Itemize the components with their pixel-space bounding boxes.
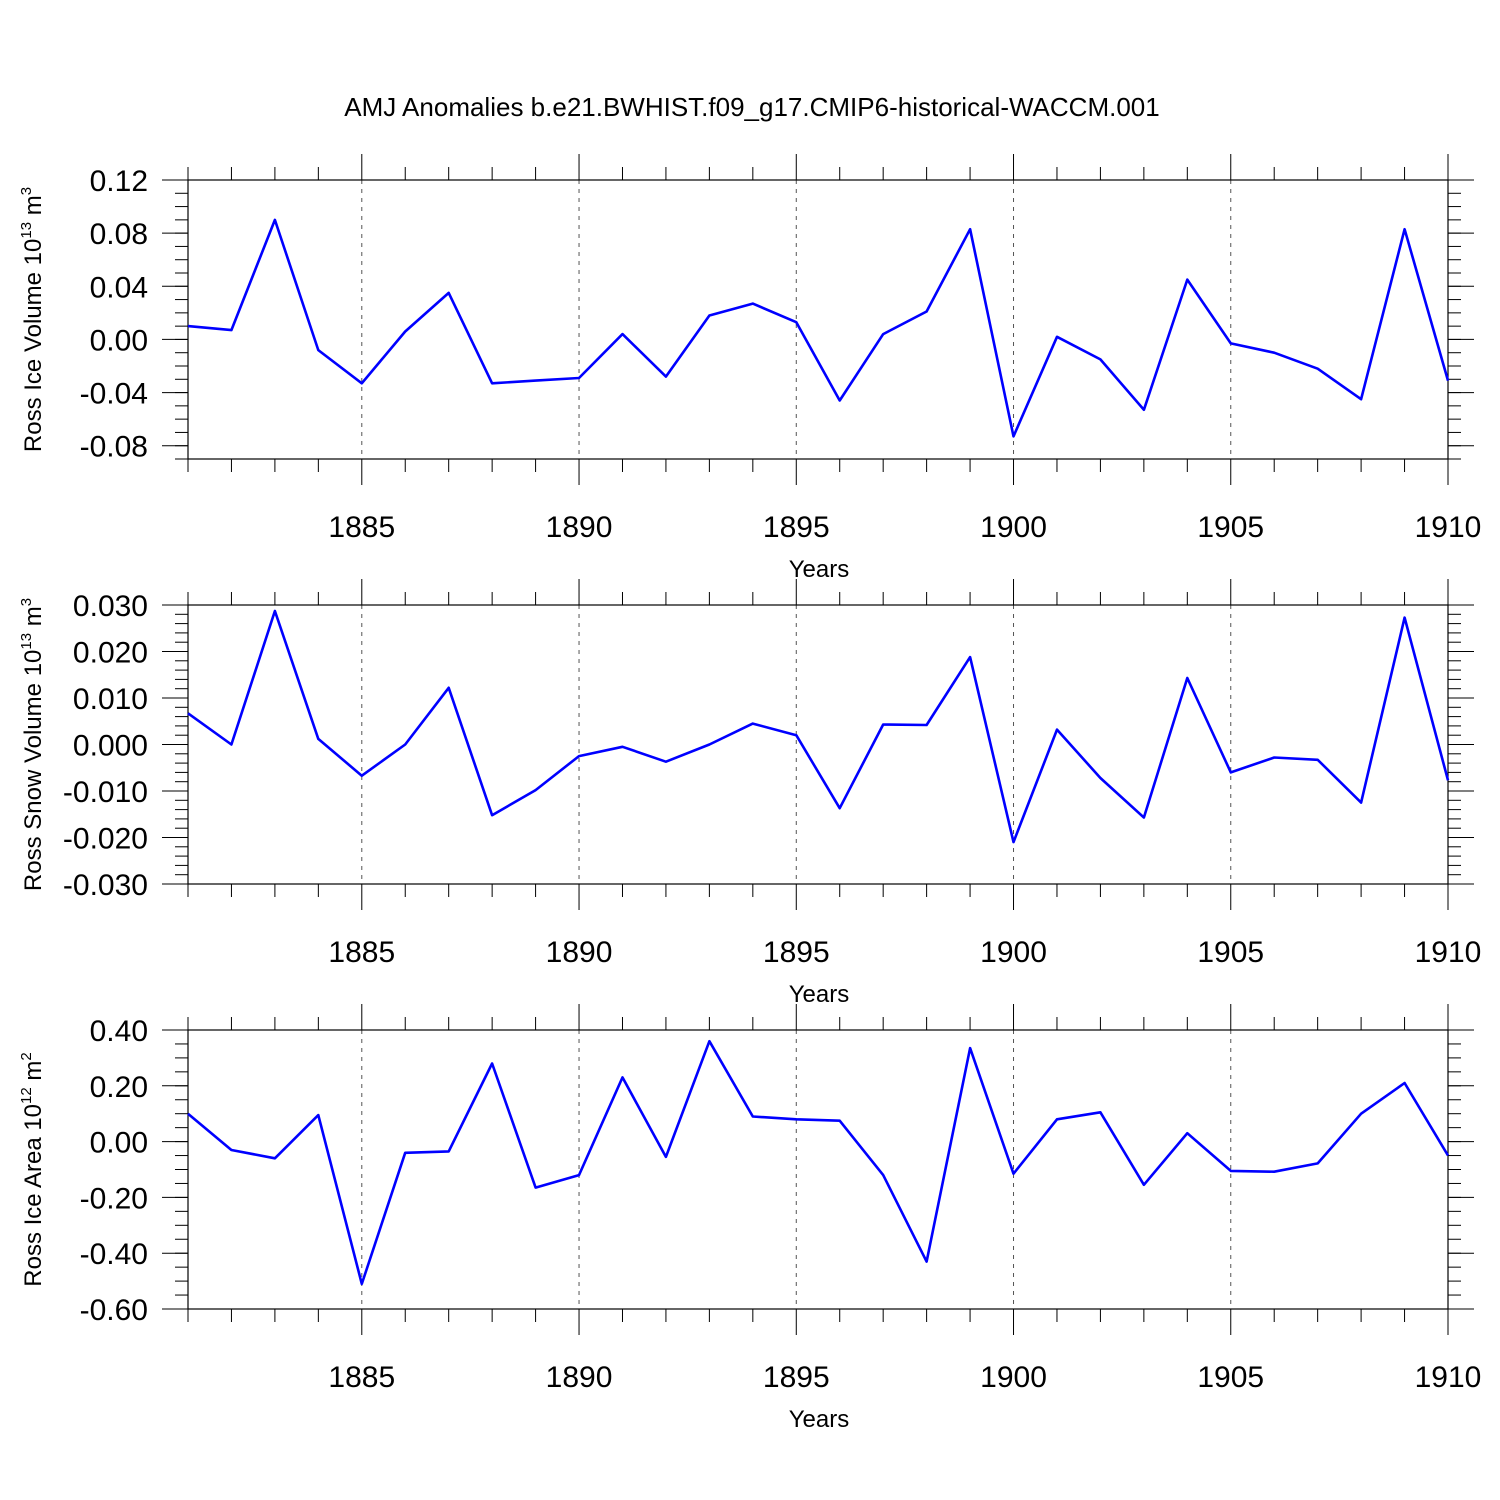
ice-area-plot-frame bbox=[187, 1029, 1449, 1310]
ice-area-x-tick-label: 1900 bbox=[980, 1361, 1047, 1394]
ice-volume-x-tick-label: 1895 bbox=[763, 511, 830, 544]
ice-volume-x-tick-label: 1885 bbox=[328, 511, 395, 544]
ice-volume-x-tick-label: 1900 bbox=[980, 511, 1047, 544]
ice-area-x-tick-label: 1910 bbox=[1415, 1361, 1482, 1394]
ice-volume-x-tick-label: 1905 bbox=[1197, 511, 1264, 544]
ice-area-y-tick-label: 0.40 bbox=[90, 1015, 148, 1048]
ice-area-y-tick-label: -0.60 bbox=[80, 1294, 148, 1327]
ice-area-y-tick-label: 0.20 bbox=[90, 1071, 148, 1104]
ice-volume-y-tick-label: 0.04 bbox=[90, 271, 148, 304]
panel-snow-volume: 0.030 0.020 0.010 0.000 -0.010 -0.020 -0.030 18… bbox=[18, 579, 1481, 1008]
ice-volume-x-tick-label: 1910 bbox=[1415, 511, 1482, 544]
snow-volume-x-tick-label: 1890 bbox=[546, 936, 613, 969]
ice-area-y-tick-label: 0.00 bbox=[90, 1127, 148, 1160]
snow-volume-x-tick-label: 1910 bbox=[1415, 936, 1482, 969]
snow-volume-y-tick-label: -0.010 bbox=[63, 776, 148, 809]
ice-area-x-tick-label: 1885 bbox=[328, 1361, 395, 1394]
ice-volume-y-tick-label: 0.12 bbox=[90, 165, 148, 198]
snow-volume-x-tick-label: 1900 bbox=[980, 936, 1047, 969]
snow-volume-y-tick-label: -0.030 bbox=[63, 869, 148, 902]
ice-area-y-tick-label: -0.40 bbox=[80, 1238, 148, 1271]
ice-area-x-tick-label: 1905 bbox=[1197, 1361, 1264, 1394]
ice-area-y-axis-label: Ross Ice Area 1012 m2 bbox=[18, 1052, 47, 1286]
snow-volume-x-axis-label: Years bbox=[789, 981, 850, 1008]
ice-area-y-tick-label: -0.20 bbox=[80, 1182, 148, 1215]
snow-volume-y-axis-label: Ross Snow Volume 1013 m3 bbox=[18, 598, 47, 891]
snow-volume-y-tick-label: 0.000 bbox=[73, 730, 148, 763]
ice-volume-y-axis-label: Ross Ice Volume 1013 m3 bbox=[18, 187, 47, 452]
snow-volume-plot-frame bbox=[187, 604, 1449, 885]
ice-area-x-axis-label: Years bbox=[789, 1406, 850, 1433]
ice-volume-y-tick-label: 0.08 bbox=[90, 218, 148, 251]
snow-volume-y-tick-label: 0.010 bbox=[73, 683, 148, 716]
ice-area-x-tick-label: 1890 bbox=[546, 1361, 613, 1394]
ice-volume-y-tick-label: -0.08 bbox=[80, 431, 148, 464]
ice-volume-plot-frame bbox=[187, 179, 1449, 460]
ice-area-series-line bbox=[187, 1039, 1450, 1286]
snow-volume-x-tick-label: 1905 bbox=[1197, 936, 1264, 969]
panel-ice-area: 0.40 0.20 0.00 -0.20 -0.40 -0.60 1885 1890 1895 1… bbox=[18, 1004, 1481, 1433]
panel-ice-volume: 0.12 0.08 0.04 0.00 -0.04 -0.08 1885 1890 1895 19… bbox=[18, 154, 1481, 583]
snow-volume-x-tick-label: 1885 bbox=[328, 936, 395, 969]
snow-volume-y-tick-label: -0.020 bbox=[63, 823, 148, 856]
snow-volume-series-line bbox=[187, 609, 1450, 844]
ice-volume-y-tick-label: 0.00 bbox=[90, 324, 148, 357]
ice-volume-x-axis-label: Years bbox=[789, 556, 850, 583]
ice-volume-y-tick-label: -0.04 bbox=[80, 378, 148, 411]
ice-volume-series-line bbox=[187, 218, 1450, 438]
chart-title: AMJ Anomalies b.e21.BWHIST.f09_g17.CMIP6… bbox=[344, 92, 1159, 122]
snow-volume-y-tick-label: 0.030 bbox=[73, 590, 148, 623]
snow-volume-x-tick-label: 1895 bbox=[763, 936, 830, 969]
ice-area-x-tick-label: 1895 bbox=[763, 1361, 830, 1394]
snow-volume-y-tick-label: 0.020 bbox=[73, 637, 148, 670]
ice-volume-x-tick-label: 1890 bbox=[546, 511, 613, 544]
